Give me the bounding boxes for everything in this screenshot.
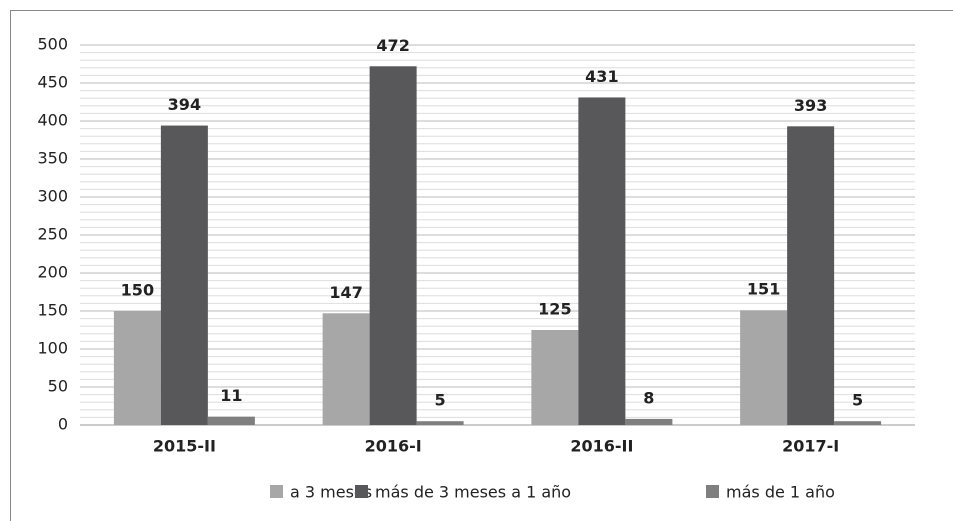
data-label: 151 <box>747 280 780 299</box>
x-tick-label: 2016-II <box>570 437 633 456</box>
data-label: 5 <box>852 391 863 410</box>
data-label: 147 <box>329 283 362 302</box>
legend-swatch <box>270 485 283 498</box>
data-label: 8 <box>643 388 654 407</box>
data-label: 472 <box>376 36 409 55</box>
bar <box>834 421 882 425</box>
bar <box>578 97 626 425</box>
bar <box>416 421 464 425</box>
data-label: 431 <box>585 67 618 86</box>
legend-swatch <box>355 485 368 498</box>
bar <box>113 311 161 425</box>
frame <box>10 10 953 521</box>
legend-label: más de 1 año <box>726 483 835 502</box>
data-label: 125 <box>538 300 571 319</box>
bar <box>207 416 255 425</box>
bar <box>787 126 835 425</box>
y-tick-label: 0 <box>58 415 68 434</box>
data-label: 5 <box>435 391 446 410</box>
data-label: 150 <box>121 281 154 300</box>
bar <box>322 313 370 425</box>
x-tick-label: 2016-I <box>365 437 422 456</box>
y-tick-label: 450 <box>37 73 68 92</box>
x-tick-label: 2015-II <box>153 437 216 456</box>
y-tick-label: 400 <box>37 111 68 130</box>
bar <box>531 330 579 425</box>
legend-swatch <box>706 485 719 498</box>
bar <box>625 418 673 425</box>
bar <box>160 125 208 425</box>
y-tick-label: 350 <box>37 149 68 168</box>
y-tick-label: 50 <box>48 377 68 396</box>
legend-label: más de 3 meses a 1 año <box>375 483 571 502</box>
y-tick-label: 100 <box>37 339 68 358</box>
legend-label: a 3 meses <box>290 483 372 502</box>
data-label: 393 <box>794 96 827 115</box>
y-tick-label: 150 <box>37 301 68 320</box>
data-label: 394 <box>168 95 201 114</box>
bar <box>369 66 417 425</box>
y-tick-label: 300 <box>37 187 68 206</box>
bar <box>740 310 788 425</box>
y-tick-label: 200 <box>37 263 68 282</box>
y-tick-label: 500 <box>37 35 68 54</box>
data-label: 11 <box>220 386 242 405</box>
x-tick-label: 2017-I <box>782 437 839 456</box>
y-tick-label: 250 <box>37 225 68 244</box>
